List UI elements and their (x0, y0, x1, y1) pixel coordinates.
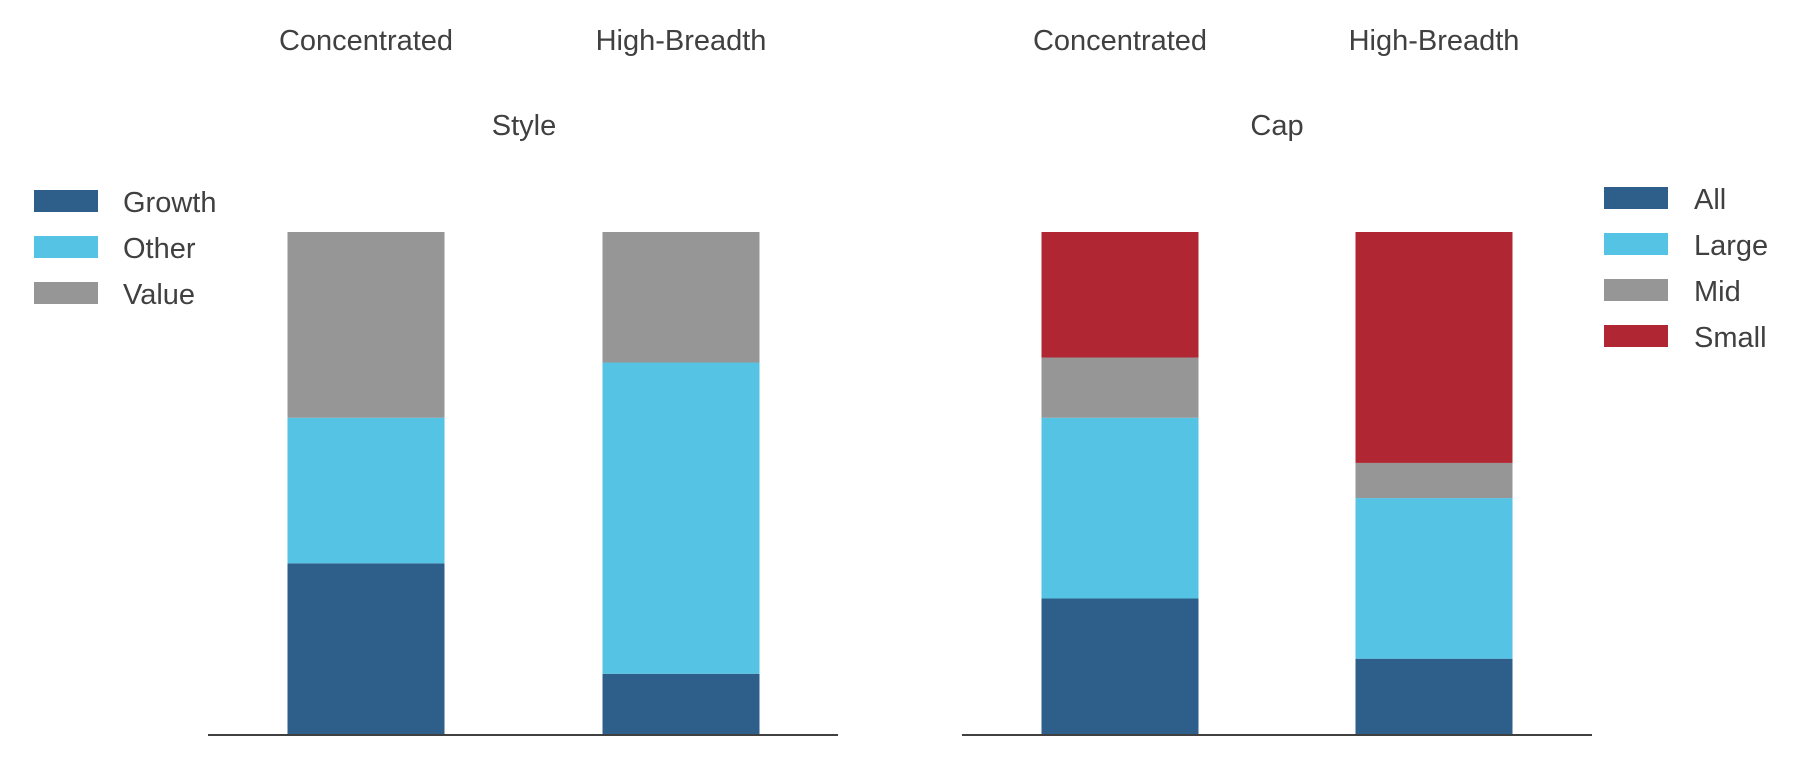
legend-swatch-growth (34, 190, 98, 212)
legend-item-large: Large (1604, 230, 1768, 262)
cap-bar-concentrated-mid (1041, 357, 1199, 418)
style-bar-concentrated-growth (287, 563, 445, 734)
legend-label-growth: Growth (123, 187, 216, 219)
cap-bar-concentrated-large (1041, 417, 1199, 599)
legend-label-other: Other (123, 233, 196, 265)
cap-bar-concentrated-small (1041, 232, 1199, 358)
cap-chart-title: Cap (1250, 110, 1303, 142)
legend-swatch-mid (1604, 279, 1668, 301)
style-bar-high-breadth-growth (602, 673, 760, 734)
legend-label-all: All (1694, 184, 1726, 216)
cap-bar-concentrated-all (1041, 598, 1199, 734)
cap-bar-high-breadth-all (1355, 658, 1513, 734)
cap-panel: Concentrated High-Breadth Cap All Large … (962, 25, 1768, 736)
legend-swatch-large (1604, 233, 1668, 255)
cap-legend: All Large Mid Small (1604, 184, 1768, 354)
legend-label-mid: Mid (1694, 276, 1741, 308)
legend-item-small: Small (1604, 322, 1767, 354)
cap-bar-high-breadth-large (1355, 498, 1513, 659)
style-bar-high-breadth-other (602, 362, 760, 674)
cap-bars (1041, 232, 1513, 734)
cap-category-label-high-breadth: High-Breadth (1349, 25, 1520, 57)
legend-item-value: Value (34, 279, 195, 311)
style-bar-high-breadth-value (602, 232, 760, 363)
legend-swatch-small (1604, 325, 1668, 347)
style-category-label-high-breadth: High-Breadth (596, 25, 767, 57)
legend-item-all: All (1604, 184, 1726, 216)
style-category-label-concentrated: Concentrated (279, 25, 453, 57)
style-bars (287, 232, 760, 734)
legend-label-large: Large (1694, 230, 1768, 262)
cap-category-label-concentrated: Concentrated (1033, 25, 1207, 57)
cap-bar-high-breadth-small (1355, 232, 1513, 463)
legend-label-small: Small (1694, 322, 1767, 354)
style-chart-title: Style (492, 110, 556, 142)
legend-swatch-all (1604, 187, 1668, 209)
legend-item-other: Other (34, 233, 196, 265)
legend-item-growth: Growth (34, 187, 216, 219)
legend-swatch-value (34, 282, 98, 304)
legend-swatch-other (34, 236, 98, 258)
legend-item-mid: Mid (1604, 276, 1741, 308)
cap-bar-high-breadth-mid (1355, 462, 1513, 499)
style-bar-concentrated-value (287, 232, 445, 418)
style-legend: Growth Other Value (34, 187, 216, 311)
style-bar-concentrated-other (287, 417, 445, 564)
legend-label-value: Value (123, 279, 195, 311)
style-panel: Concentrated High-Breadth Style Growth O… (34, 25, 838, 736)
